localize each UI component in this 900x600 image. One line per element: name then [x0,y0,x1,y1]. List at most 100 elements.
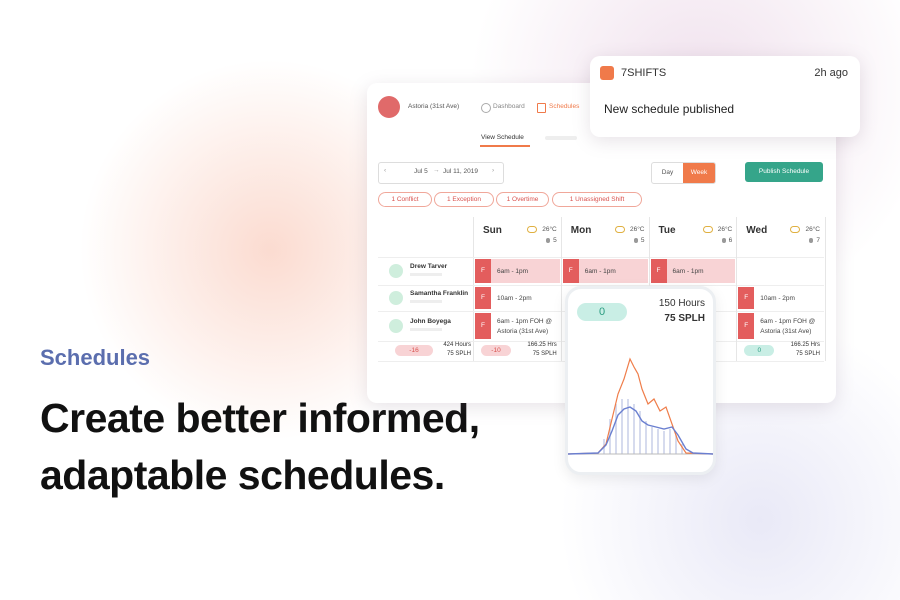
day-staff: 5 [553,237,557,244]
shift-time: 6am - 1pm [672,268,704,275]
icon [537,103,546,113]
shift-badge: F [562,259,579,283]
grid-line [378,285,824,286]
shift-time: 10am - 2pm [497,295,532,302]
day-hours: 166.25 Hrs [790,342,820,348]
tab[interactable]: View Schedule [481,134,524,141]
placeholder [545,136,577,140]
shift[interactable]: F 6am - 1pm [562,259,648,283]
shift-badge: F [475,287,491,309]
logo [378,96,400,118]
nav-item[interactable]: Dashboard [493,103,525,110]
staff-icon [721,238,726,243]
date-end: Jul 11, 2019 [443,168,478,175]
day-temp: 26°C [542,226,557,233]
toggle-day[interactable]: Day [661,169,674,176]
phone-diff: 0 [577,303,627,321]
shift-time: 10am - 2pm [760,295,795,302]
shift[interactable]: F 6am - 1pm FOH @ Astoria (31st Ave) [475,313,560,339]
notification-icon [600,66,614,80]
notification-time: 2h ago [814,67,848,79]
nav-item[interactable]: Schedules [549,103,580,110]
grid-frame [473,217,826,361]
day-hours: 166.25 Hrs [527,342,557,348]
shift-badge: F [475,313,491,339]
day-temp: 26°C [717,226,733,233]
notification-brand: 7SHIFTS [621,67,667,79]
shift-badge: F [475,259,491,283]
day-temp: 26°C [805,226,820,233]
day-name: Mon [570,225,592,236]
employee-name: John Boyega [410,318,451,325]
bars [603,399,683,454]
avatar [389,291,403,305]
shift[interactable]: F 10am - 2pm [738,287,823,309]
day-name: Wed [746,225,768,236]
location: Astoria (31st Ave) [408,103,460,110]
alert-chip[interactable]: 1 Unassigned Shift [552,192,642,207]
total-splh: 75 SPLH [446,351,471,357]
toggle-week[interactable]: Week [683,163,715,183]
total-hours: 424 Hours [443,342,471,348]
shift[interactable]: F 6am - 1pm FOH @ Astoria (31st Ave) [738,313,823,339]
day-name: Tue [658,225,676,236]
shift-badge: F [738,313,755,339]
shift[interactable]: F 6am - 1pm [650,259,736,283]
view-toggle: Day Week [651,162,716,184]
shift-time: 6am - 1pm FOH @ Astoria (31st Ave) [760,318,816,335]
staff-icon [633,238,638,243]
day-temp: 26°C [629,226,645,233]
placeholder [410,300,442,303]
shift[interactable]: F 10am - 2pm [475,287,560,309]
headline: Create better informed, adaptable schedu… [40,395,480,498]
eyebrow: Schedules [40,345,151,370]
employee-name: Drew Tarver [410,263,448,270]
alert-chip[interactable]: 1 Conflict [378,192,432,207]
icon [481,103,491,113]
weather-icon [790,226,801,233]
phone-hours: 150 Hours [658,298,705,309]
phone-chart [568,357,713,455]
day-staff: 6 [728,237,733,244]
shift-time: 6am - 1pm [584,268,616,275]
avatar [389,319,403,333]
publish-button[interactable]: Publish Schedule [745,162,823,182]
prev[interactable]: ‹ [384,167,387,174]
alert-chip[interactable]: 1 Overtime [496,192,549,207]
phone-splh: 75 SPLH [664,313,705,324]
day-staff: 7 [816,237,820,244]
arrow: → [433,167,440,174]
day-splh: 75 SPLH [532,351,557,357]
scheduled-line [568,406,713,455]
grid-line [736,217,738,361]
shift-time: 6am - 1pm [497,268,529,275]
date-start: Jul 5 [414,168,428,175]
next[interactable]: › [492,167,495,174]
placeholder [410,273,442,276]
shift-badge: F [738,287,755,309]
employee-name: Samantha Franklin [410,290,469,297]
date-picker[interactable] [378,162,504,184]
shift-badge: F [650,259,667,283]
weather-icon [527,226,537,233]
avatar [389,264,403,278]
shift[interactable]: F 6am - 1pm [475,259,560,283]
phone: 0 150 Hours 75 SPLH [565,286,716,475]
alert-chip[interactable]: 1 Exception [434,192,494,207]
diff-pill: -16 [395,345,433,356]
notification[interactable]: 7SHIFTS 2h ago New schedule published [590,56,860,137]
diff-pill: -10 [481,345,511,356]
notification-message: New schedule published [604,102,735,116]
weather-icon [702,226,713,233]
staff-icon [809,238,814,243]
grid-line [560,217,562,361]
shift-time: 6am - 1pm FOH @ Astoria (31st Ave) [497,318,552,335]
diff-pill: 0 [744,345,775,356]
day-splh: 75 SPLH [795,351,820,357]
grid-line [378,257,824,258]
tab-underline [480,145,530,147]
staff-icon [546,238,550,243]
day-staff: 5 [640,237,645,244]
weather-icon [614,226,625,233]
